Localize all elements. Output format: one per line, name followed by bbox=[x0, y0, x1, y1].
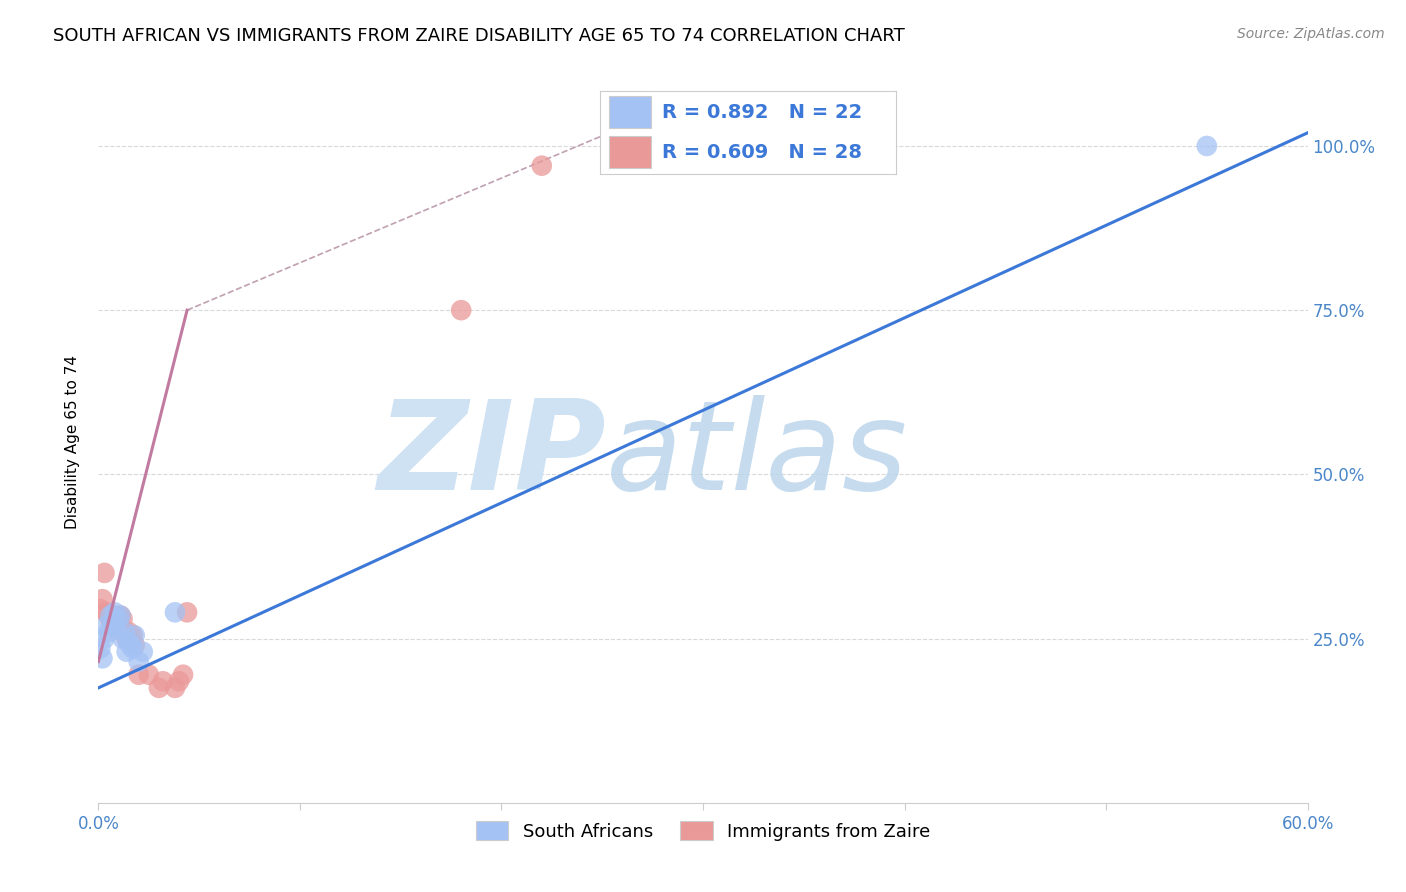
Point bbox=[124, 628, 146, 642]
Point bbox=[148, 681, 170, 695]
Point bbox=[103, 608, 125, 623]
Point bbox=[89, 602, 111, 616]
Point bbox=[120, 635, 142, 649]
Point bbox=[101, 618, 124, 632]
Point bbox=[138, 667, 160, 681]
Point bbox=[163, 681, 186, 695]
Point bbox=[172, 667, 194, 681]
Point bbox=[91, 651, 114, 665]
Point bbox=[110, 608, 132, 623]
Point bbox=[121, 641, 143, 656]
Point bbox=[111, 612, 134, 626]
Point bbox=[115, 645, 138, 659]
Point bbox=[124, 638, 146, 652]
Text: SOUTH AFRICAN VS IMMIGRANTS FROM ZAIRE DISABILITY AGE 65 TO 74 CORRELATION CHART: SOUTH AFRICAN VS IMMIGRANTS FROM ZAIRE D… bbox=[53, 27, 905, 45]
Text: atlas: atlas bbox=[606, 395, 908, 516]
Point bbox=[132, 645, 155, 659]
Text: Source: ZipAtlas.com: Source: ZipAtlas.com bbox=[1237, 27, 1385, 41]
Point bbox=[115, 632, 138, 646]
Point bbox=[97, 608, 120, 623]
Point bbox=[167, 674, 190, 689]
Point bbox=[530, 159, 553, 173]
Point bbox=[96, 618, 118, 632]
Point bbox=[91, 592, 114, 607]
Point bbox=[89, 641, 111, 656]
Point bbox=[110, 608, 132, 623]
Point bbox=[176, 605, 198, 619]
Text: ZIP: ZIP bbox=[378, 395, 606, 516]
Point bbox=[96, 605, 118, 619]
Point bbox=[93, 566, 115, 580]
Point bbox=[105, 622, 128, 636]
Point bbox=[450, 303, 472, 318]
Point bbox=[107, 612, 129, 626]
Point bbox=[118, 635, 141, 649]
Point bbox=[100, 608, 122, 623]
Point bbox=[93, 632, 115, 646]
Point bbox=[128, 655, 150, 669]
Point bbox=[128, 667, 150, 681]
Y-axis label: Disability Age 65 to 74: Disability Age 65 to 74 bbox=[65, 354, 80, 529]
Point bbox=[1195, 139, 1218, 153]
Point bbox=[118, 625, 141, 640]
Point bbox=[163, 605, 186, 619]
Point bbox=[114, 625, 136, 640]
Point bbox=[100, 612, 122, 626]
Point bbox=[114, 625, 136, 640]
Point bbox=[97, 625, 120, 640]
Point bbox=[111, 632, 134, 646]
Point bbox=[103, 605, 125, 619]
Legend: South Africans, Immigrants from Zaire: South Africans, Immigrants from Zaire bbox=[468, 814, 938, 848]
Point bbox=[107, 615, 129, 630]
Point bbox=[120, 638, 142, 652]
Point bbox=[152, 674, 174, 689]
Point bbox=[101, 615, 124, 630]
Point bbox=[121, 628, 143, 642]
Point bbox=[105, 622, 128, 636]
